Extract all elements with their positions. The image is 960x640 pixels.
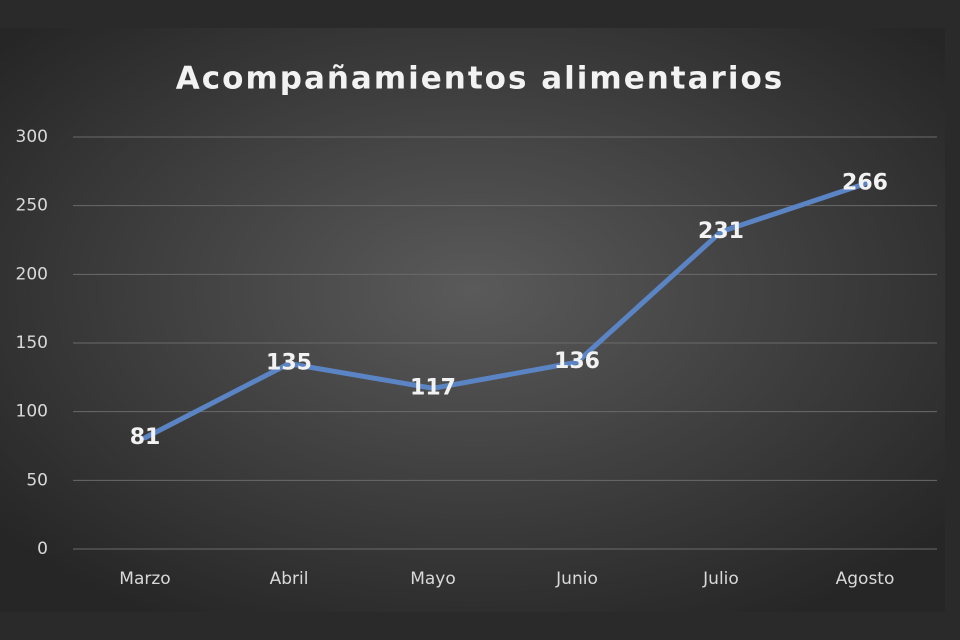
chart-area [0,28,945,612]
y-tick-label: 250 [16,196,48,216]
x-tick-label: Julio [702,569,739,589]
x-tick-label: Junio [555,569,598,589]
x-tick-label: Mayo [410,569,456,589]
y-tick-label: 100 [16,402,48,422]
x-tick-label: Agosto [836,569,895,589]
y-tick-label: 50 [26,470,48,490]
data-label: 136 [554,349,600,374]
data-label: 266 [842,171,888,196]
x-tick-label: Marzo [119,569,170,589]
y-tick-label: 150 [16,333,48,353]
data-label: 117 [410,375,456,400]
y-tick-label: 0 [37,539,48,559]
y-tick-label: 300 [16,127,48,147]
x-tick-label: Abril [270,569,309,589]
chart-title: Acompañamientos alimentarios [176,61,784,97]
data-label: 81 [130,425,161,450]
line [142,181,868,441]
y-tick-label: 200 [16,264,48,284]
data-label: 231 [698,219,744,244]
data-label: 135 [266,351,312,376]
